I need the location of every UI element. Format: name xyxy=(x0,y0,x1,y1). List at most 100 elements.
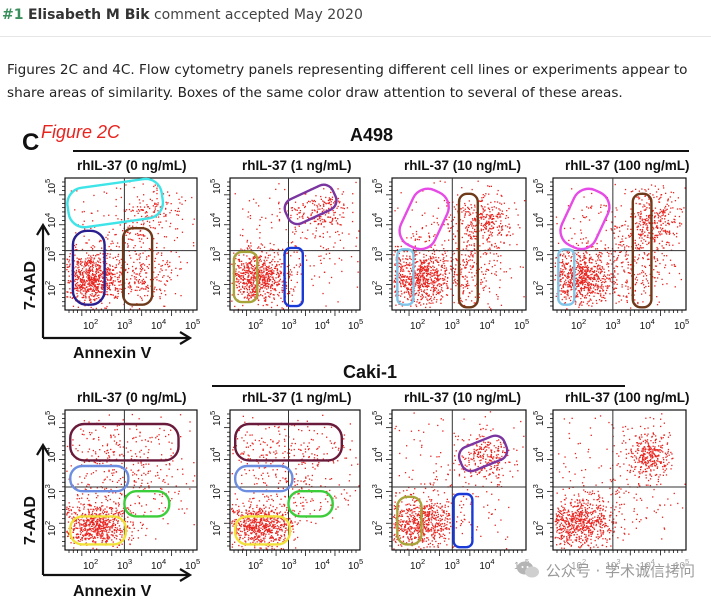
x-tick-label: 10 xyxy=(348,321,360,332)
highlight-box xyxy=(287,490,334,518)
y-tick-label: 4 xyxy=(208,447,217,451)
y-tick-label: 5 xyxy=(208,411,217,415)
x-tick-label: 5 xyxy=(196,557,200,566)
y-tick-label: 5 xyxy=(531,179,540,183)
y-tick-label: 5 xyxy=(43,179,52,183)
x-tick-label: 5 xyxy=(525,317,529,326)
y-tick-label: 10 xyxy=(535,250,546,262)
x-tick-label: 10 xyxy=(248,561,260,572)
x-axis-label: Annexin V xyxy=(73,345,152,362)
panel-title: rhIL-37 (100 ng/mL) xyxy=(565,390,690,405)
plot-frame xyxy=(64,409,198,551)
x-tick-label: 10 xyxy=(514,321,526,332)
y-tick-label: 10 xyxy=(535,216,546,228)
x-tick-label: 10 xyxy=(479,321,491,332)
y-tick-label: 4 xyxy=(531,447,540,451)
y-tick-label: 10 xyxy=(535,524,546,536)
y-tick-label: 10 xyxy=(47,250,58,262)
highlight-box xyxy=(396,495,423,546)
y-tick-label: 3 xyxy=(43,247,52,251)
highlight-box xyxy=(232,250,259,304)
y-tick-label: 3 xyxy=(370,484,379,488)
y-tick-label: 10 xyxy=(47,524,58,536)
plot-frame xyxy=(552,409,687,551)
comment-author[interactable]: Elisabeth M Bik xyxy=(27,7,150,23)
x-tick-label: 10 xyxy=(571,321,583,332)
scatter-dots xyxy=(554,183,686,310)
row-title-a498: A498 xyxy=(350,125,393,145)
y-tick-label: 4 xyxy=(208,213,217,217)
x-tick-label: 2 xyxy=(421,317,425,326)
highlight-box xyxy=(559,187,611,251)
y-tick-label: 2 xyxy=(208,281,217,285)
x-tick-label: 3 xyxy=(456,317,460,326)
highlight-box xyxy=(233,422,343,462)
y-tick-label: 10 xyxy=(374,182,385,194)
y-axis-label: 7-AAD xyxy=(22,261,39,310)
y-axis-label: 7-AAD xyxy=(22,496,39,545)
x-tick-label: 10 xyxy=(117,321,129,332)
y-tick-label: 10 xyxy=(212,414,223,426)
x-tick-label: 3 xyxy=(128,317,132,326)
y-tick-label: 10 xyxy=(374,216,385,228)
y-tick-label: 4 xyxy=(531,213,540,217)
y-tick-label: 2 xyxy=(43,521,52,525)
comment-header: #1 Elisabeth M Bik comment accepted May … xyxy=(0,0,711,37)
scatter-dots xyxy=(66,413,196,550)
x-tick-label: 4 xyxy=(326,557,330,566)
highlight-box xyxy=(398,187,450,251)
x-tick-label: 10 xyxy=(281,561,293,572)
y-tick-label: 10 xyxy=(535,488,546,500)
y-axis-arrowhead xyxy=(36,222,50,236)
x-tick-label: 5 xyxy=(359,557,363,566)
highlight-box xyxy=(457,192,479,309)
x-tick-label: 10 xyxy=(605,321,617,332)
comment-meta: #1 Elisabeth M Bik comment accepted May … xyxy=(2,7,363,23)
highlight-box xyxy=(233,464,294,493)
y-tick-label: 10 xyxy=(535,414,546,426)
y-tick-label: 10 xyxy=(47,414,58,426)
x-tick-label: 10 xyxy=(674,321,686,332)
comment-text: Figures 2C and 4C. Flow cytometry panels… xyxy=(7,62,688,101)
wechat-icon xyxy=(516,561,539,578)
y-tick-label: 10 xyxy=(535,451,546,463)
panel-title: rhIL-37 (1 ng/mL) xyxy=(242,158,352,173)
x-tick-label: 10 xyxy=(445,561,457,572)
x-tick-label: 10 xyxy=(83,321,95,332)
y-tick-label: 10 xyxy=(374,451,385,463)
x-tick-label: 5 xyxy=(685,317,689,326)
x-tick-label: 3 xyxy=(128,557,132,566)
x-tick-label: 10 xyxy=(281,321,293,332)
x-axis-arrowhead xyxy=(179,331,193,345)
y-tick-label: 10 xyxy=(374,284,385,296)
highlight-box xyxy=(66,177,165,229)
panel-title: rhIL-37 (0 ng/mL) xyxy=(77,390,187,405)
highlight-box xyxy=(631,192,653,309)
y-tick-label: 10 xyxy=(535,284,546,296)
highlight-box xyxy=(69,515,127,546)
y-tick-label: 10 xyxy=(374,250,385,262)
plot-frame xyxy=(552,177,687,311)
watermark-text: 公众号 · 学术诚信拷问 xyxy=(545,561,695,580)
x-tick-label: 2 xyxy=(259,557,263,566)
x-tick-label: 10 xyxy=(445,321,457,332)
x-tick-label: 4 xyxy=(162,557,166,566)
y-tick-label: 10 xyxy=(212,250,223,262)
highlight-box xyxy=(283,246,305,308)
y-tick-label: 10 xyxy=(374,524,385,536)
x-tick-label: 5 xyxy=(196,317,200,326)
x-tick-label: 10 xyxy=(185,321,197,332)
y-tick-label: 10 xyxy=(212,524,223,536)
y-tick-label: 3 xyxy=(370,247,379,251)
panel-title: rhIL-37 (10 ng/mL) xyxy=(404,390,521,405)
panel-title: rhIL-37 (100 ng/mL) xyxy=(565,158,690,173)
panel-title: rhIL-37 (0 ng/mL) xyxy=(77,158,187,173)
x-tick-label: 10 xyxy=(479,561,491,572)
x-tick-label: 10 xyxy=(315,561,327,572)
panel-title: rhIL-37 (1 ng/mL) xyxy=(242,390,352,405)
y-tick-label: 2 xyxy=(531,521,540,525)
x-tick-label: 10 xyxy=(151,561,163,572)
highlight-box xyxy=(557,248,576,306)
y-tick-label: 10 xyxy=(47,216,58,228)
comment-number[interactable]: #1 xyxy=(2,7,24,23)
